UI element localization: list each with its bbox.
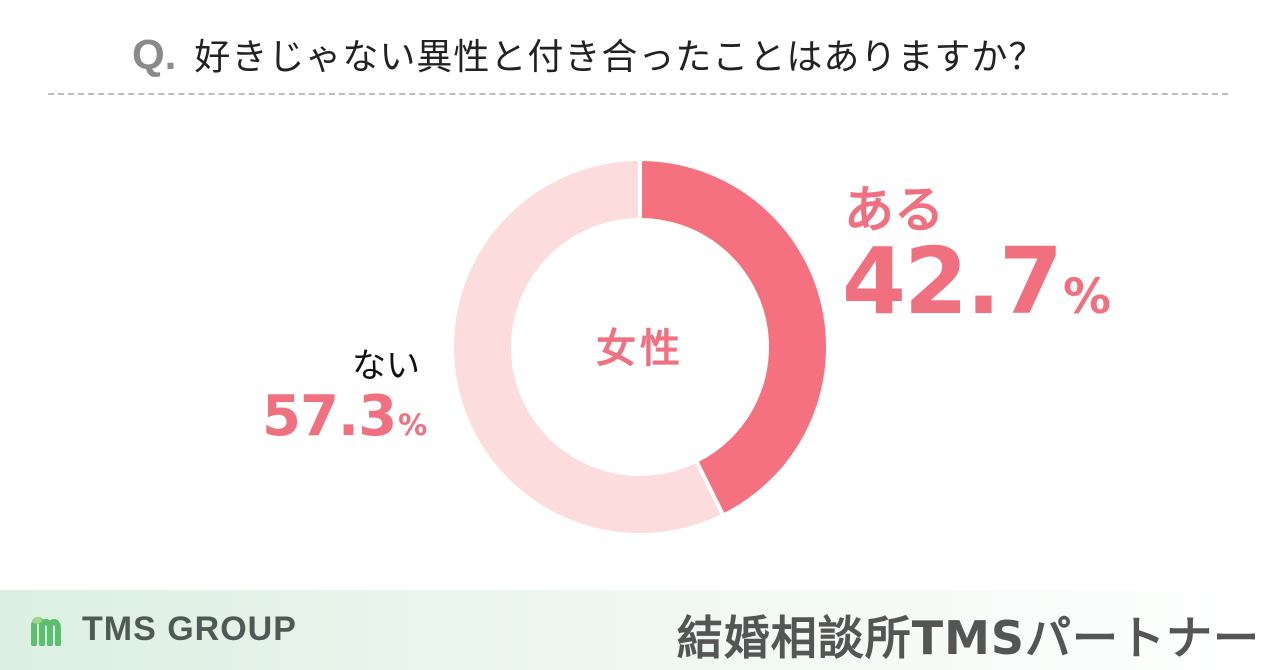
question-text: 好きじゃない異性と付き合ったことはありますか？: [194, 37, 1046, 78]
donut-slice-nai: [450, 156, 726, 537]
label-nai-category: ない: [352, 346, 420, 386]
label-aru-number: 42.7: [842, 228, 1063, 335]
question-header: Q. 好きじゃない異性と付き合ったことはありますか？: [132, 28, 1045, 80]
question-mark: Q.: [132, 31, 177, 78]
donut-center-label: 女性: [596, 326, 684, 372]
label-nai-unit: %: [398, 408, 427, 442]
tms-m-leaf-icon: [31, 616, 61, 646]
label-aru-value: 42.7%: [842, 228, 1111, 335]
footer-bar: TMS GROUP 結婚相談所TMSパートナー: [0, 590, 1280, 670]
label-nai-value: 57.3%: [262, 384, 427, 449]
donut-slice-aru: [638, 156, 830, 519]
dashed-divider: [48, 93, 1228, 95]
donut-chart: [450, 156, 830, 537]
brand-name: 結婚相談所TMSパートナー: [676, 611, 1260, 665]
tms-group-logo: TMS GROUP: [30, 610, 297, 649]
logo-text: TMS GROUP: [82, 610, 297, 648]
label-aru-unit: %: [1063, 270, 1111, 325]
label-aru-category: ある: [844, 181, 944, 239]
label-nai-number: 57.3: [262, 384, 397, 449]
